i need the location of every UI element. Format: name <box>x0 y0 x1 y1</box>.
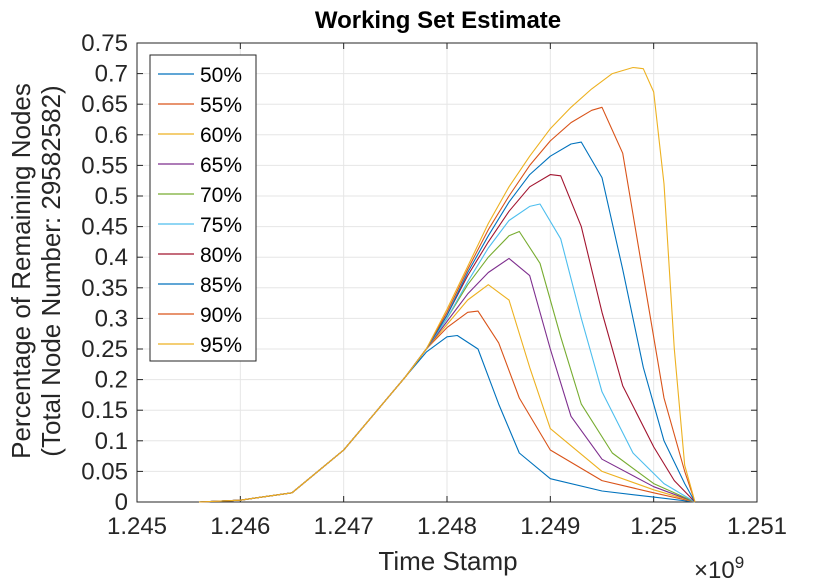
legend: 50% 55% 60% 65% 70% 75% 80% 85% 90% 95% <box>149 54 257 362</box>
y-tick-label: 0.35 <box>81 275 128 302</box>
y-tick-label: 0.7 <box>95 61 128 88</box>
y-tick-label: 0.45 <box>81 214 128 241</box>
legend-label: 90% <box>200 304 242 327</box>
x-tick-label: 1.247 <box>314 513 374 540</box>
chart-title: Working Set Estimate <box>315 7 561 34</box>
legend-label: 65% <box>200 154 242 177</box>
axis-ticks: 1.245 1.246 1.247 1.248 1.249 1.25 1.251 0 0.05 0… <box>81 30 787 540</box>
x-tick-label: 1.251 <box>727 513 787 540</box>
x-tick-label: 1.249 <box>520 513 580 540</box>
y-tick-label: 0.55 <box>81 152 128 179</box>
legend-label: 55% <box>200 94 242 117</box>
legend-label: 60% <box>200 124 242 147</box>
y-tick-label: 0.65 <box>81 91 128 118</box>
y-axis-label-line2: (Total Node Number: 29582582) <box>36 85 66 456</box>
legend-label: 95% <box>200 334 242 357</box>
x-tick-label: 1.248 <box>417 513 477 540</box>
x-tick-label: 1.246 <box>210 513 270 540</box>
legend-label: 85% <box>200 274 242 297</box>
y-axis-label-line1: Percentage of Remaining Nodes <box>6 83 36 459</box>
x-axis-label: Time Stamp <box>378 546 517 576</box>
y-tick-label: 0.1 <box>95 428 128 455</box>
data-series <box>198 66 696 503</box>
x-axis-multiplier-exponent: 9 <box>735 553 744 572</box>
y-tick-label: 0.3 <box>95 305 128 332</box>
y-tick-label: 0.5 <box>95 183 128 210</box>
legend-label: 75% <box>200 214 242 237</box>
legend-label: 70% <box>200 184 242 207</box>
series-line-95pct <box>198 66 696 503</box>
x-tick-label: 1.245 <box>107 513 167 540</box>
x-axis-multiplier: ×109 <box>694 553 744 584</box>
y-tick-label: 0.4 <box>95 244 128 271</box>
legend-box <box>149 54 257 362</box>
x-tick-label: 1.25 <box>630 513 677 540</box>
legend-label: 80% <box>200 244 242 267</box>
y-tick-label: 0.2 <box>95 367 128 394</box>
y-tick-label: 0.75 <box>81 30 128 57</box>
y-tick-label: 0.15 <box>81 397 128 424</box>
y-tick-label: 0.05 <box>81 458 128 485</box>
x-axis-multiplier-base: ×10 <box>694 557 735 584</box>
legend-label: 50% <box>200 64 242 87</box>
y-tick-label: 0.25 <box>81 336 128 363</box>
y-tick-label: 0 <box>115 489 128 516</box>
y-tick-label: 0.6 <box>95 122 128 149</box>
